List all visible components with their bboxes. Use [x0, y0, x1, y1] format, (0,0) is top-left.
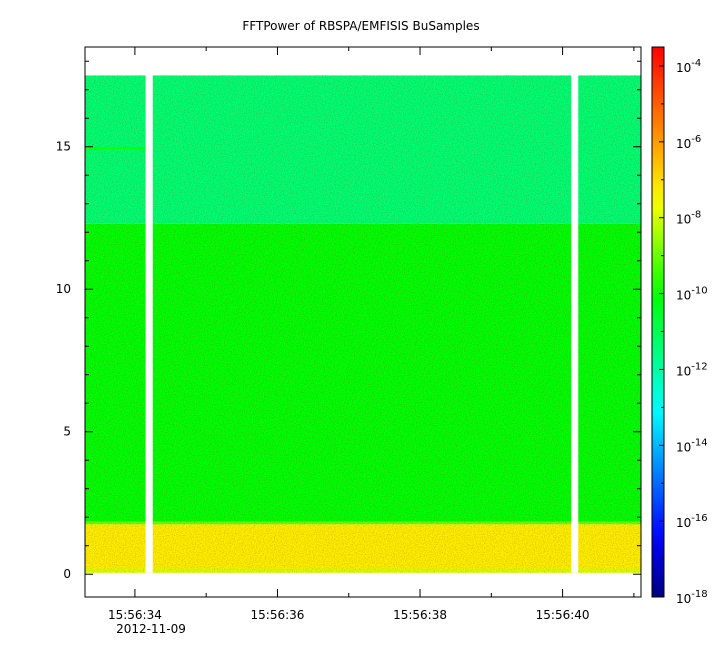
- x-tick-label: 15:56:36: [251, 608, 305, 622]
- y-tick-label: 0: [63, 567, 71, 581]
- x-tick-label: 15:56:34: [108, 608, 162, 622]
- plot-frame: [84, 46, 642, 598]
- heatmap-noise: [85, 75, 641, 573]
- chart-title: FFTPower of RBSPA/EMFISIS BuSamples: [242, 19, 479, 33]
- colorbar: 10-4 10-6 10-8 10-10 10-12 10-14 10-16 10-18: [651, 46, 708, 606]
- x-tick-date-label: 2012-11-09: [116, 622, 186, 636]
- heatmap-line-feature: [85, 146, 146, 150]
- data-gap-0: [145, 75, 153, 573]
- colorbar-tick-label: 10-16: [676, 513, 708, 530]
- data-gap-1: [571, 75, 579, 573]
- x-tick-label: 15:56:38: [393, 608, 447, 622]
- colorbar-tick-label: 10-10: [676, 286, 708, 303]
- x-tick-label: 15:56:40: [536, 608, 590, 622]
- colorbar-tick-label: 10-18: [676, 589, 708, 606]
- axis-ticks: 15:56:34 15:56:36 15:56:38 15:56:40 0 5 10 15: [56, 47, 641, 622]
- heatmap-layer: [85, 75, 641, 573]
- colorbar-gradient: [651, 46, 665, 598]
- colorbar-tick-label: 10-14: [676, 437, 708, 454]
- colorbar-tick-label: 10-12: [676, 361, 708, 378]
- colorbar-tick-label: 10-8: [676, 210, 701, 227]
- colorbar-tick-label: 10-4: [676, 58, 701, 75]
- y-tick-label: 10: [56, 282, 71, 296]
- y-tick-label: 15: [56, 140, 71, 154]
- colorbar-tick-label: 10-6: [676, 134, 701, 151]
- y-tick-label: 5: [63, 425, 71, 439]
